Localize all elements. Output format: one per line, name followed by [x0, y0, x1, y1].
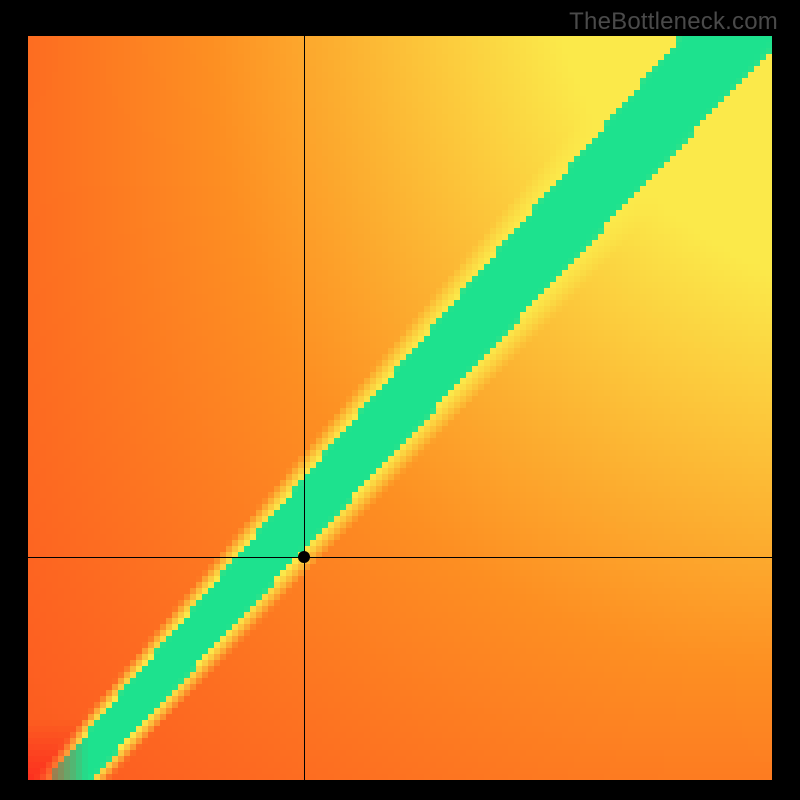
watermark-text: TheBottleneck.com — [569, 8, 778, 36]
crosshair-horizontal — [28, 557, 772, 558]
crosshair-vertical — [304, 36, 305, 780]
heatmap-canvas — [28, 36, 772, 780]
marker-dot — [298, 551, 310, 563]
plot-frame — [28, 36, 772, 780]
